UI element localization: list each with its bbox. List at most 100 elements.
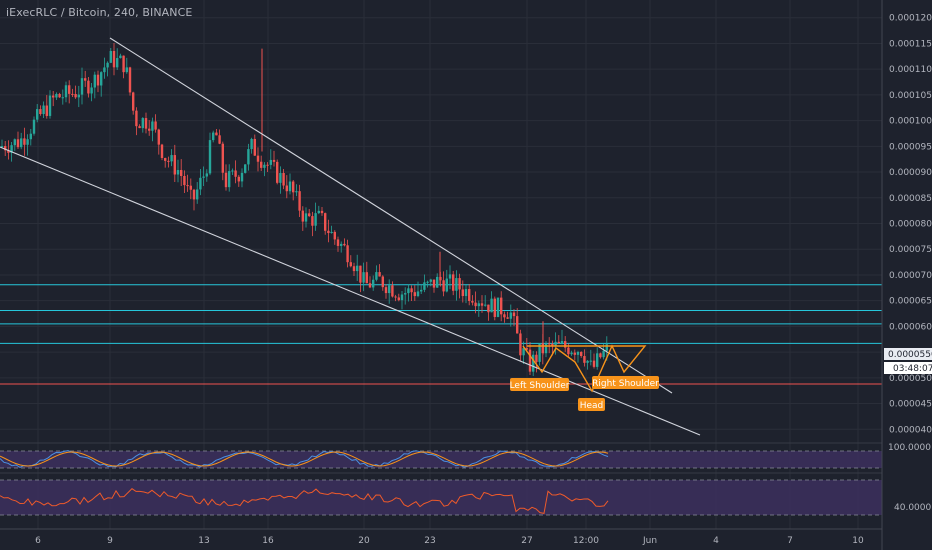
candle-body (397, 297, 400, 301)
stoch-d-line (0, 451, 609, 467)
time-tick-label: 20 (358, 536, 370, 546)
candle-body (432, 279, 436, 288)
candle-body (189, 185, 192, 190)
candle-body (29, 133, 32, 140)
candle-body (10, 145, 13, 153)
candle-body (180, 170, 183, 176)
candle-body (528, 349, 532, 372)
candle-body (176, 170, 180, 175)
candle-body (455, 278, 458, 291)
candle-body (356, 265, 359, 272)
candle-body (138, 126, 141, 129)
candle-body (416, 291, 420, 297)
candle-body (487, 304, 490, 313)
candle-body (471, 300, 474, 303)
candle-body (228, 171, 231, 188)
candle-body (218, 135, 221, 144)
annotation-left-shoulder[interactable]: Left Shoulder (510, 378, 570, 391)
candle-body (80, 78, 84, 95)
countdown-box (884, 362, 932, 374)
candle-body (372, 279, 375, 288)
candle-body (45, 105, 48, 116)
candle-body (266, 164, 269, 166)
candle-body (512, 312, 516, 317)
candle-body (4, 146, 7, 151)
time-tick-label: 6 (35, 536, 41, 546)
candle-body (103, 67, 106, 73)
candle-body (493, 298, 496, 317)
candle-body (42, 105, 45, 115)
candle-body (148, 128, 151, 131)
candle-body (557, 341, 560, 344)
annotation-head[interactable]: Head (578, 398, 605, 411)
candle-body (20, 138, 23, 148)
candle-body (186, 185, 189, 187)
candle-body (404, 293, 407, 295)
candle-body (269, 159, 272, 165)
stoch-tick: 100.0000 (888, 443, 931, 453)
candle-body (368, 283, 372, 288)
candle-body (436, 276, 439, 288)
candle-body (304, 213, 308, 222)
candle-body (375, 272, 378, 280)
candle-body (442, 280, 445, 292)
candle-body (560, 341, 564, 344)
head-shoulders-pattern[interactable] (522, 344, 647, 393)
candle-body (71, 93, 74, 95)
candle-body (151, 121, 154, 131)
candle-body (567, 347, 570, 355)
candle-body (205, 173, 208, 177)
upper-trendline[interactable] (109, 37, 673, 394)
candle-body (224, 172, 228, 188)
candle-body (359, 265, 362, 283)
candle-body (468, 289, 471, 301)
candle-body (362, 272, 365, 283)
horizontal-levels[interactable] (0, 284, 882, 385)
candle-body (484, 304, 487, 306)
candle-body (295, 191, 298, 193)
candle-body (199, 177, 202, 190)
candle-body (320, 210, 324, 214)
candle-body (384, 287, 388, 294)
candle-body (605, 344, 608, 351)
candle-body (32, 119, 36, 134)
candle-body (583, 356, 586, 363)
candle-body (84, 78, 87, 81)
candle-body (183, 175, 186, 186)
lower-trendline[interactable] (0, 146, 701, 436)
candle-body (378, 272, 381, 277)
candle-body (23, 138, 26, 145)
candle-body (250, 138, 253, 150)
candle-body (548, 343, 551, 345)
candle-body (272, 159, 276, 162)
candle-body (106, 62, 109, 68)
candle-body (343, 243, 346, 246)
candle-body (301, 210, 304, 222)
price-axis[interactable] (882, 0, 932, 550)
candle-body (109, 50, 112, 63)
candle-body (509, 312, 512, 319)
stoch-rsi-pane (0, 450, 882, 469)
annotation-label: Left Shoulder (510, 381, 570, 391)
rsi-band (0, 480, 882, 515)
candle-body (212, 132, 215, 141)
candle-body (157, 129, 160, 145)
annotation-right-shoulder[interactable]: Right Shoulder (592, 376, 659, 389)
candles (0, 42, 608, 377)
time-axis-ticks: 6 9 13 16 20 23 27 12:00 Jun 4 7 10 (35, 536, 864, 546)
price-tag-box (884, 348, 932, 360)
candle-body (480, 303, 484, 306)
candle-body (391, 285, 394, 297)
candle-body (308, 213, 311, 217)
candle-body (596, 353, 599, 367)
candle-body (122, 55, 125, 73)
